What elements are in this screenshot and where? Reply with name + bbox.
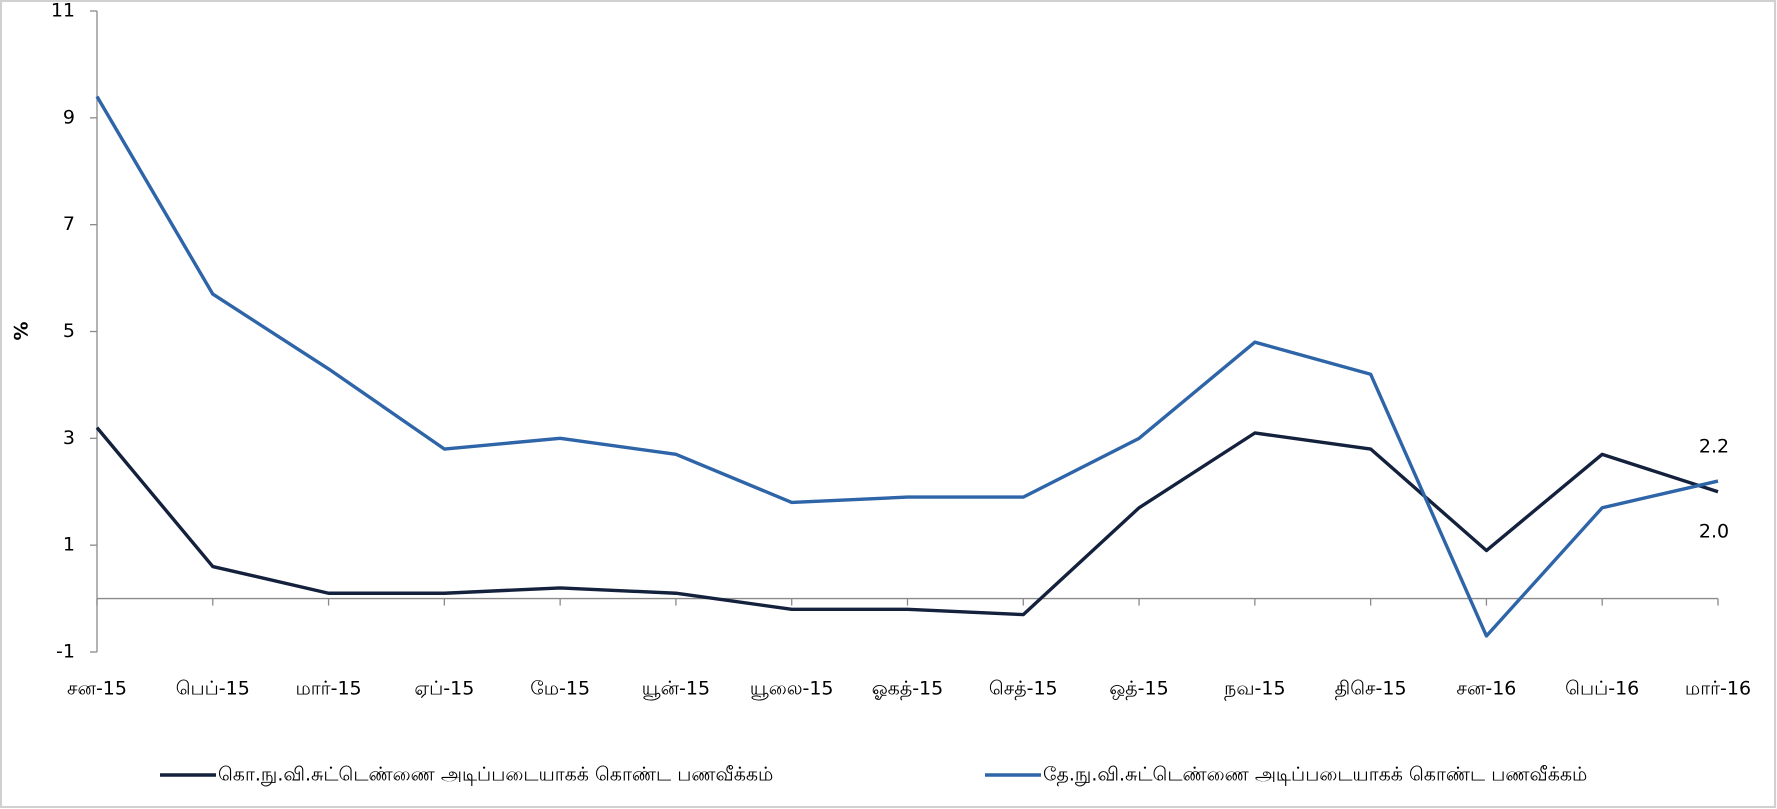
- data-label: 2.0: [1699, 520, 1729, 542]
- y-tick-label: -1: [56, 641, 75, 663]
- y-tick-label: 9: [63, 106, 75, 128]
- x-tick-label: சன-16: [1456, 678, 1516, 700]
- x-tick-label: செத்-15: [989, 678, 1058, 701]
- x-tick-label: பெப்-16: [1565, 678, 1639, 700]
- x-tick-label: மே-15: [530, 678, 590, 700]
- x-tick-label: பெப்-15: [176, 678, 250, 700]
- y-tick-label: 5: [63, 320, 75, 342]
- x-tick-label: யூன்-15: [642, 678, 710, 701]
- x-tick-label: மார்-15: [295, 678, 361, 700]
- x-tick-label: சன-15: [67, 678, 127, 700]
- x-tick-label: நவ-15: [1224, 678, 1285, 701]
- y-axis-label: %: [11, 321, 33, 340]
- legend-label: கொ.நு.வி.சுட்டெண்ணை அடிப்படையாகக் கொண்ட …: [218, 764, 773, 787]
- y-tick-label: 11: [51, 0, 75, 22]
- x-tick-label: ஏப்-15: [414, 678, 474, 700]
- x-tick-label: யூலை-15: [750, 678, 834, 701]
- series-line: [95, 426, 1719, 617]
- y-tick-label: 3: [63, 427, 75, 449]
- y-tick-label: 7: [63, 213, 75, 235]
- x-tick-label: மார்-16: [1685, 678, 1751, 700]
- data-label: 2.2: [1699, 436, 1729, 458]
- x-tick-label: திசெ-15: [1335, 678, 1407, 701]
- x-tick-label: ஒத்-15: [1109, 678, 1168, 701]
- x-tick-label: ஓகத்-15: [872, 678, 944, 701]
- y-tick-label: 1: [63, 534, 75, 556]
- series-line: [95, 95, 1719, 638]
- legend-label: தே.நு.வி.சுட்டெண்ணை அடிப்படையாகக் கொண்ட …: [1043, 764, 1587, 787]
